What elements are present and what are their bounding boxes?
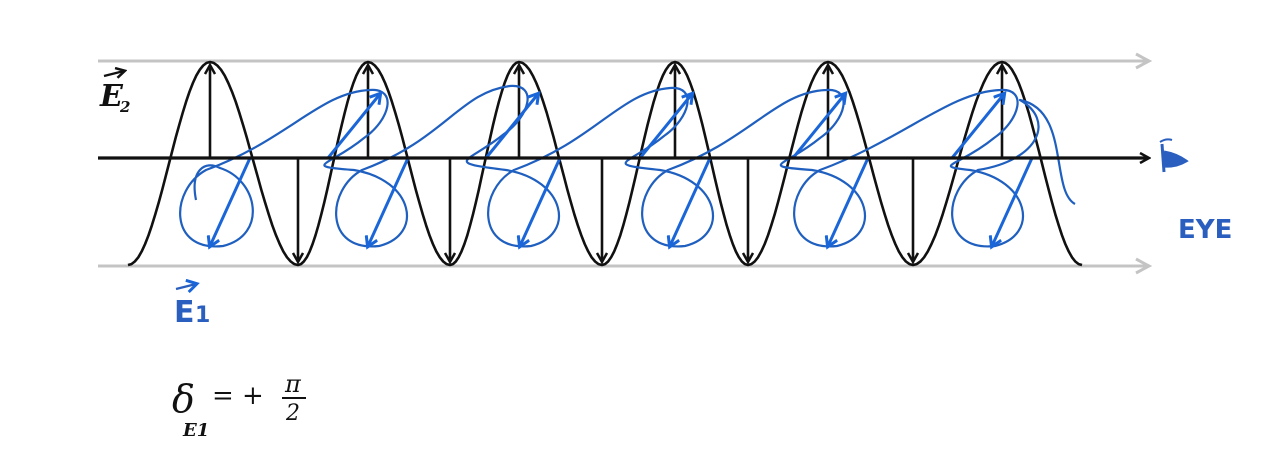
eye-icon	[1160, 139, 1186, 172]
e2-label: E 2	[99, 71, 130, 116]
svg-text:= +: = +	[212, 381, 264, 411]
e1-vector-down-6	[992, 158, 1032, 246]
svg-text:2: 2	[119, 98, 130, 116]
e1-label: E 1	[174, 284, 210, 330]
svg-text:2: 2	[285, 401, 300, 426]
e1-vector-arrows	[210, 94, 1032, 246]
e2-wave	[128, 62, 1082, 265]
svg-text:E: E	[174, 295, 195, 330]
e1-vector-down-4	[670, 158, 710, 246]
e2-vector-arrows	[210, 66, 1002, 261]
svg-text:1: 1	[195, 303, 210, 328]
e1-vector-up-1	[328, 94, 380, 158]
svg-text:π: π	[284, 370, 302, 398]
eye-label: EYE	[1178, 215, 1232, 245]
svg-text:E1: E1	[182, 420, 209, 441]
e1-vector-up-4	[793, 94, 845, 158]
phase-equation: δ E1 = + π 2	[172, 370, 306, 441]
svg-text:δ: δ	[172, 377, 195, 421]
